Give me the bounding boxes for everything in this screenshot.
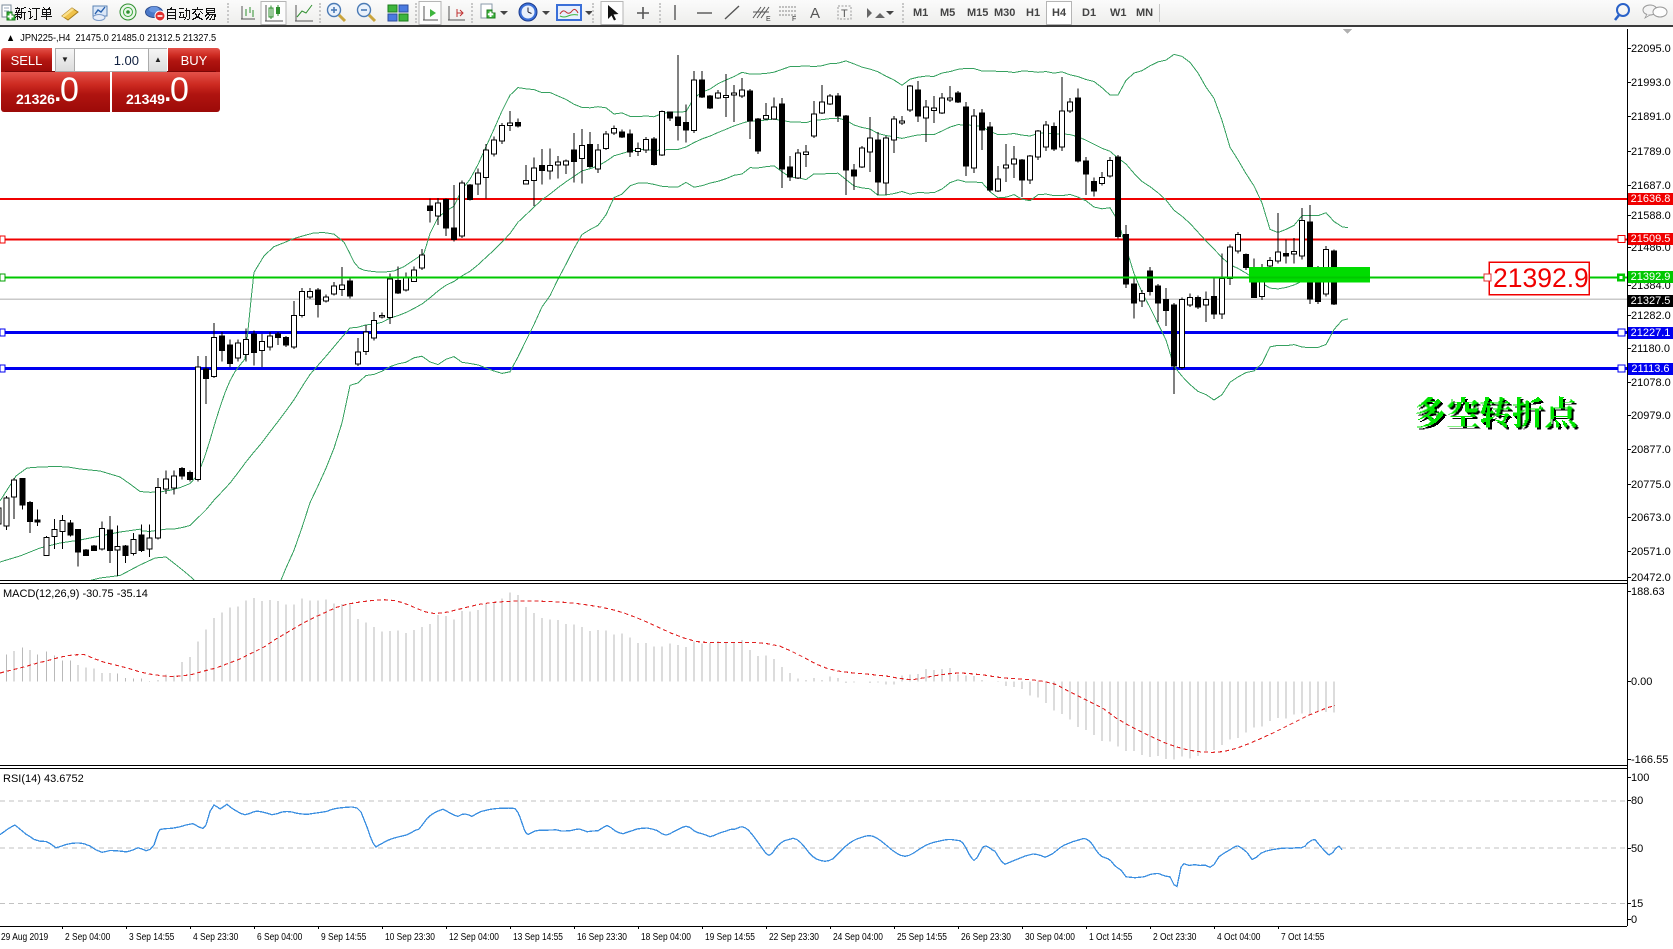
svg-text:21392.9: 21392.9 bbox=[1493, 263, 1589, 293]
svg-text:A: A bbox=[810, 5, 820, 22]
svg-text:F: F bbox=[792, 16, 796, 23]
svg-text:E: E bbox=[766, 16, 771, 23]
svg-text:T: T bbox=[841, 8, 848, 20]
